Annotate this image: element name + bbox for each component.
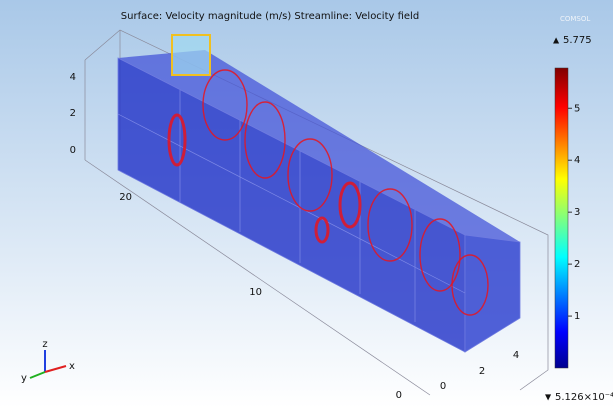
colorbar-tick-label: 5 [574,103,580,114]
colorbar-tick-label: 3 [574,207,580,218]
axis-tick-label: 20 [119,192,132,203]
colorbar-max: 5.775 [563,35,592,46]
axis-tick-label: 10 [249,287,262,298]
axis-tick-label: 4 [70,72,76,83]
colorbar-tick-label: 1 [574,311,580,322]
triad [29,350,67,379]
plot-title: Surface: Velocity magnitude (m/s) Stream… [121,11,419,22]
colorbar-max-arrow: ▲ [553,36,560,45]
colorbar [554,67,569,369]
axis-tick-label: x [69,361,75,372]
axis-tick-label: 2 [479,366,485,377]
colorbar-tick-label: 4 [574,155,580,166]
geometry [117,34,521,353]
colorbar-min: 5.126×10⁻⁴ [555,392,613,403]
colorbar-min-arrow: ▼ [545,393,552,402]
axis-tick-label: 4 [513,350,519,361]
axis-tick-label: 0 [396,390,402,401]
axis-tick-label: y [21,373,27,384]
colorbar-tick-label: 2 [574,259,580,270]
axis-tick-label: 0 [70,145,76,156]
axis-tick-label: 0 [440,381,446,392]
axis-tick-label: 2 [70,108,76,119]
axis-tick-label: z [42,339,47,350]
logo: COMSOL [560,15,590,23]
